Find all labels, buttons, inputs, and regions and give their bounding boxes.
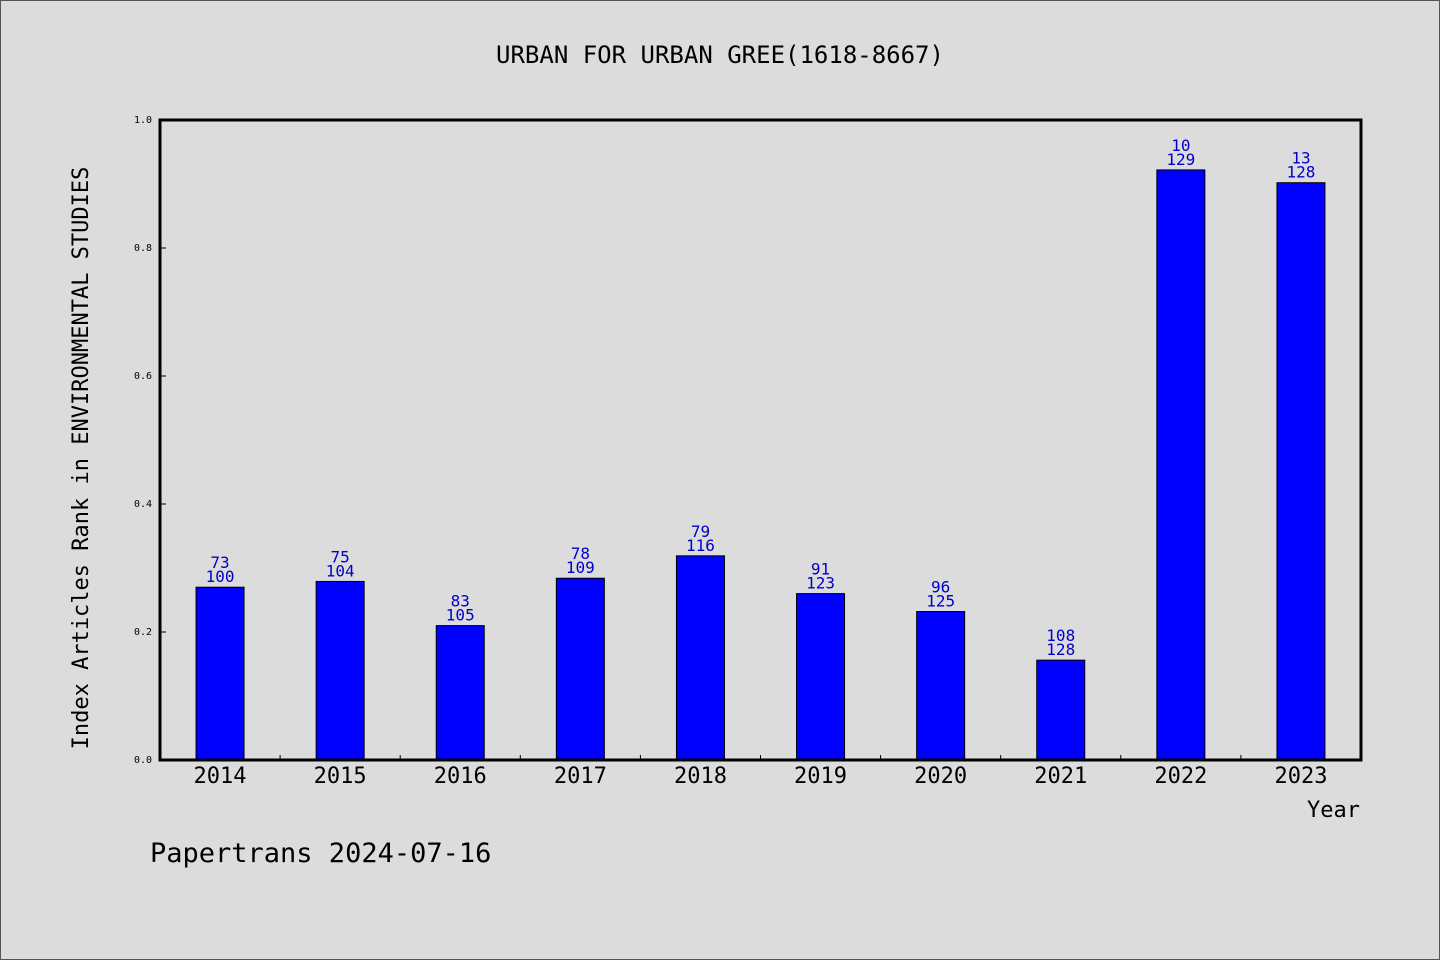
y-tick-label-1.0: 1.0 (134, 115, 152, 126)
x-axis-title: Year (1307, 798, 1360, 823)
bar-2022 (1156, 169, 1206, 761)
bar-2014 (195, 586, 245, 761)
rank-label-2021: 108 (1046, 626, 1075, 645)
y-tick-label-0.0: 0.0 (134, 755, 152, 766)
bar-2019 (796, 593, 846, 761)
rank-label-2020: 96 (931, 578, 950, 597)
total-label-2018: 116 (686, 536, 715, 555)
x-tick-label-2023: 2023 (1274, 764, 1327, 789)
bar-2018 (675, 555, 725, 761)
total-label-2023: 128 (1286, 163, 1315, 182)
x-tick-label-2021: 2021 (1034, 764, 1087, 789)
total-label-2019: 123 (806, 574, 835, 593)
plot-area-border (158, 118, 1363, 762)
y-axis-title: Index Articles Rank in ENVIRONMENTAL STU… (69, 167, 94, 750)
rank-label-2022: 10 (1171, 136, 1190, 155)
rank-label-2019: 91 (811, 560, 830, 579)
x-tick-label-2020: 2020 (914, 764, 967, 789)
axes-layer: 2014 2015 2016 2017 2018 2019 2020 2021 2022 2023… (134, 115, 1328, 789)
rank-label-2015: 75 (331, 547, 350, 566)
bar-2023 (1276, 182, 1326, 761)
rank-label-2018: 79 (691, 522, 710, 541)
y-tick-label-0.2: 0.2 (134, 627, 152, 638)
total-label-2021: 128 (1046, 640, 1075, 659)
total-label-2020: 125 (926, 592, 955, 611)
y-tick-label-0.4: 0.4 (134, 499, 152, 510)
bar-2015 (315, 580, 365, 761)
x-tick-label-2017: 2017 (554, 764, 607, 789)
rank-label-2023: 13 (1291, 149, 1310, 168)
bar-2016 (435, 625, 485, 761)
bar-2020 (916, 611, 966, 761)
y-tick-label-0.6: 0.6 (134, 371, 152, 382)
total-label-2014: 100 (206, 567, 235, 586)
bar-2017 (555, 577, 605, 761)
rank-label-2016: 83 (451, 592, 470, 611)
x-tick-label-2019: 2019 (794, 764, 847, 789)
total-label-2017: 109 (566, 558, 595, 577)
total-label-2016: 105 (446, 606, 475, 625)
bar-2021 (1036, 659, 1086, 761)
x-tick-label-2018: 2018 (674, 764, 727, 789)
chart-title: URBAN FOR URBAN GREE(1618-8667) (496, 41, 944, 69)
rank-label-2014: 73 (210, 553, 229, 572)
bars-layer (195, 169, 1326, 761)
x-tick-label-2016: 2016 (434, 764, 487, 789)
rank-label-2017: 78 (571, 544, 590, 563)
total-label-2022: 129 (1166, 150, 1195, 169)
x-tick-label-2014: 2014 (194, 764, 247, 789)
x-tick-label-2022: 2022 (1154, 764, 1207, 789)
x-tick-label-2015: 2015 (314, 764, 367, 789)
y-tick-label-0.8: 0.8 (134, 243, 152, 254)
footer-text: Papertrans 2024-07-16 (150, 838, 491, 869)
total-label-2015: 104 (326, 561, 355, 580)
